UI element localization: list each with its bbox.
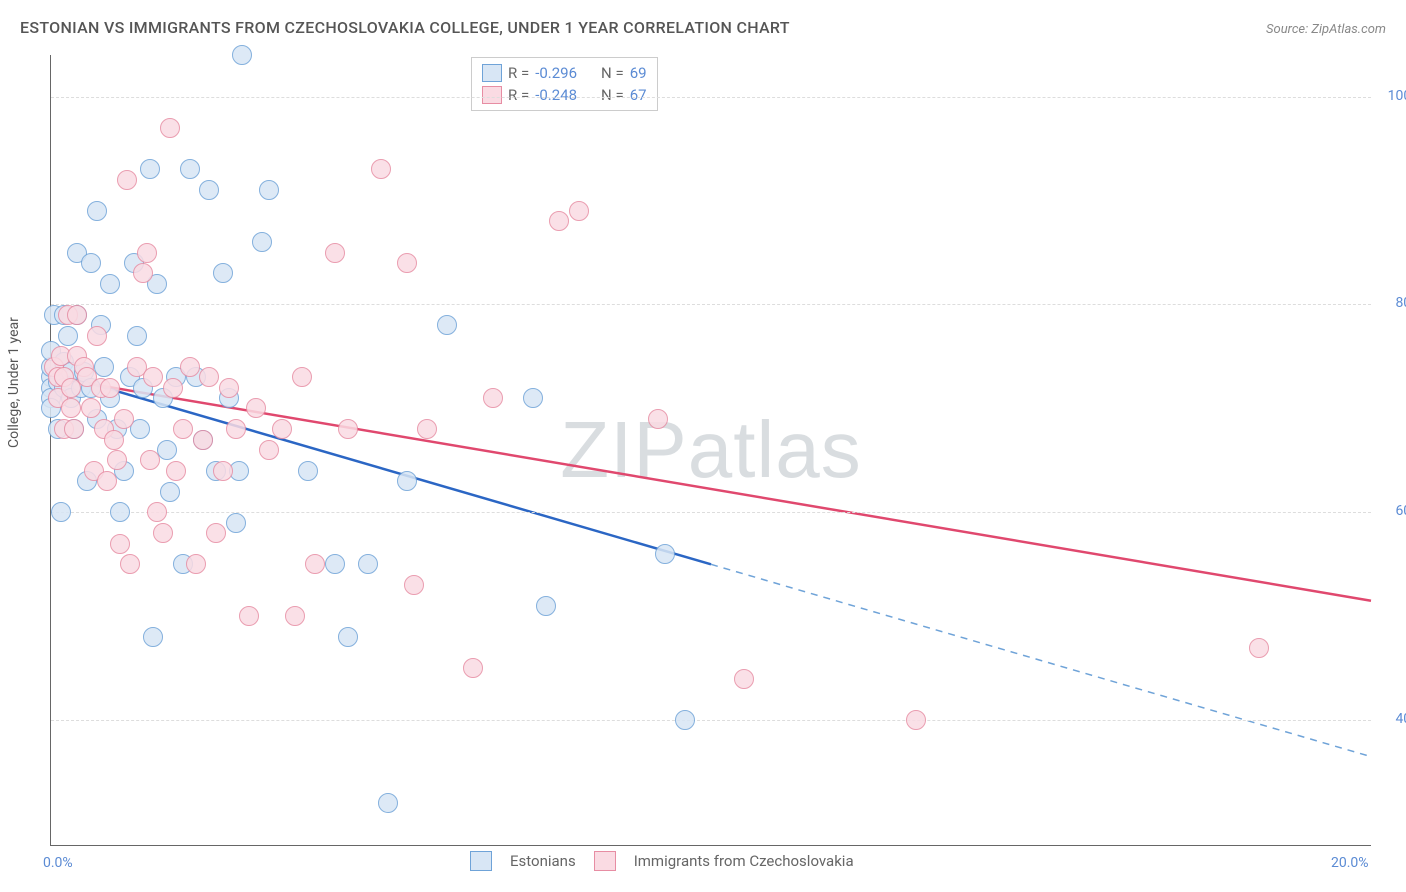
data-point [226, 419, 246, 439]
data-point [292, 367, 312, 387]
legend-label: Immigrants from Czechoslovakia [634, 852, 854, 870]
data-point [569, 201, 589, 221]
data-point [325, 243, 345, 263]
series-legend: Estonians Immigrants from Czechoslovakia [470, 851, 854, 871]
legend-swatch [482, 86, 502, 104]
data-point [94, 357, 114, 377]
data-point [87, 201, 107, 221]
data-point [137, 243, 157, 263]
data-point [213, 263, 233, 283]
trend-line-dashed [711, 564, 1371, 756]
data-point [523, 388, 543, 408]
stat-label: R = [508, 86, 529, 104]
y-tick-label: 60.0% [1378, 503, 1406, 519]
gridline [51, 720, 1371, 721]
data-point [213, 461, 233, 481]
data-point [259, 180, 279, 200]
data-point [655, 544, 675, 564]
data-point [163, 378, 183, 398]
data-point [160, 118, 180, 138]
r-value: -0.248 [535, 86, 577, 104]
n-value: 67 [630, 86, 647, 104]
data-point [219, 378, 239, 398]
gridline [51, 512, 1371, 513]
stat-label: N = [601, 64, 624, 82]
data-point [1249, 638, 1269, 658]
stat-label: N = [601, 86, 624, 104]
data-point [675, 710, 695, 730]
y-tick-label: 40.0% [1378, 711, 1406, 727]
x-tick-label: 20.0% [1331, 855, 1369, 871]
data-point [81, 253, 101, 273]
gridline [51, 304, 1371, 305]
legend-row: R = -0.248 N = 67 [482, 84, 647, 106]
data-point [358, 554, 378, 574]
data-point [378, 793, 398, 813]
y-tick-label: 100.0% [1378, 88, 1406, 104]
data-point [147, 502, 167, 522]
scatter-chart: ZIPatlas R = -0.296N = 69R = -0.248N = 6… [50, 55, 1371, 846]
data-point [180, 159, 200, 179]
data-point [325, 554, 345, 574]
n-value: 69 [630, 64, 647, 82]
data-point [259, 440, 279, 460]
data-point [127, 326, 147, 346]
data-point [246, 398, 266, 418]
legend-swatch [470, 851, 492, 871]
data-point [104, 430, 124, 450]
legend-label: Estonians [510, 852, 576, 870]
y-tick-label: 80.0% [1378, 295, 1406, 311]
data-point [110, 534, 130, 554]
data-point [114, 409, 134, 429]
correlation-legend: R = -0.296 N = 69 R = -0.248 N = 67 [471, 57, 658, 111]
data-point [404, 575, 424, 595]
data-point [58, 326, 78, 346]
data-point [338, 627, 358, 647]
source-attribution: Source: ZipAtlas.com [1266, 22, 1386, 37]
r-value: -0.296 [535, 64, 577, 82]
legend-swatch [594, 851, 616, 871]
data-point [193, 430, 213, 450]
x-tick-label: 0.0% [43, 855, 73, 871]
stat-label: R = [508, 64, 529, 82]
data-point [81, 398, 101, 418]
data-point [906, 710, 926, 730]
data-point [87, 326, 107, 346]
legend-row: R = -0.296 N = 69 [482, 62, 647, 84]
y-axis-label: College, Under 1 year [6, 317, 22, 448]
data-point [648, 409, 668, 429]
chart-title: ESTONIAN VS IMMIGRANTS FROM CZECHOSLOVAK… [20, 18, 790, 37]
data-point [734, 669, 754, 689]
data-point [180, 357, 200, 377]
trend-lines [51, 55, 1371, 845]
data-point [160, 482, 180, 502]
data-point [100, 378, 120, 398]
gridline [51, 97, 1371, 98]
legend-swatch [482, 64, 502, 82]
data-point [117, 170, 137, 190]
data-point [100, 274, 120, 294]
data-point [536, 596, 556, 616]
data-point [226, 513, 246, 533]
